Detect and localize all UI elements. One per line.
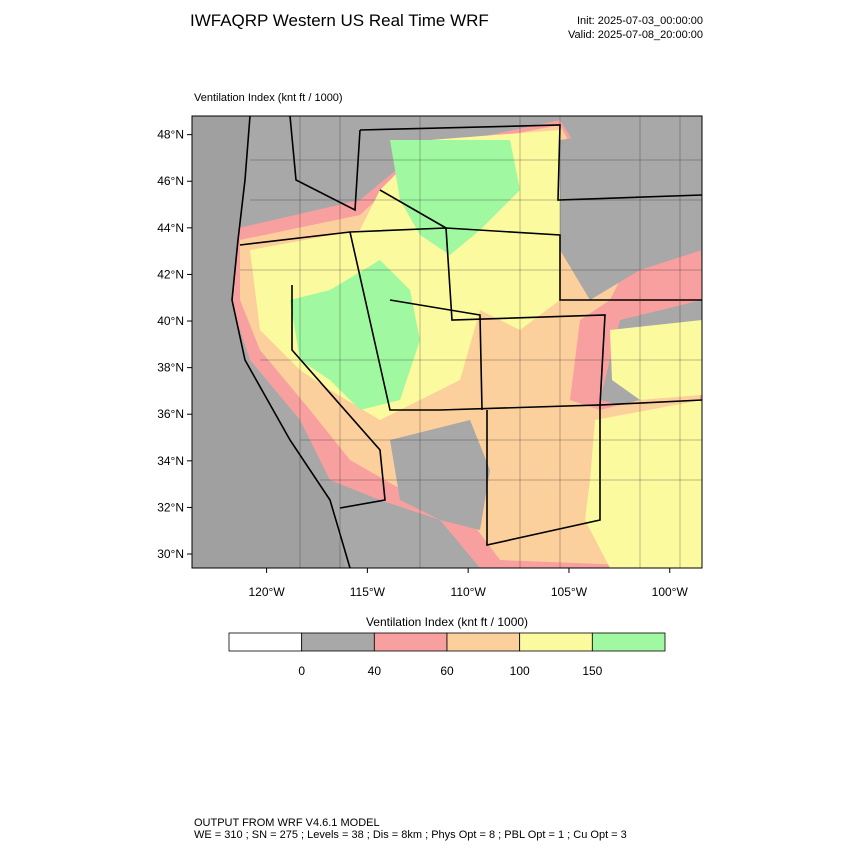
- state-border: [359, 124, 702, 201]
- lat-tick-label: 44°N: [157, 221, 184, 235]
- lon-tick-label: 100°W: [652, 585, 689, 599]
- lat-tick-label: 46°N: [157, 174, 184, 188]
- init-time: Init: 2025-07-03_00:00:00: [577, 15, 703, 27]
- state-border: [445, 227, 702, 406]
- state-border: [291, 285, 386, 509]
- map-label: Ventilation Index (knt ft / 1000): [194, 92, 343, 104]
- colorbar-tick-label: 60: [440, 664, 454, 678]
- lon-tick-label: 110°W: [451, 585, 487, 599]
- colorbar-box: [301, 632, 375, 652]
- colorbar-box: [446, 632, 521, 652]
- field-area: [585, 400, 702, 568]
- state-border: [379, 189, 447, 229]
- ocean: [192, 116, 345, 568]
- colorbar-box: [591, 632, 666, 652]
- axis-ticks: 48°N 46°N 44°N 42°N 40°N 38°N 36°N 34°N 32°N 30°N…: [157, 128, 688, 599]
- map: [192, 116, 702, 568]
- lat-tick-label: 38°N: [157, 361, 184, 375]
- lon-tick-label: 115°W: [350, 585, 386, 599]
- coastline: [231, 116, 351, 568]
- lon-tick-label: 120°W: [249, 585, 286, 599]
- footer-line: WE = 310 ; SN = 275 ; Levels = 38 ; Dis …: [194, 829, 627, 841]
- colorbar-tick-label: 0: [298, 664, 305, 678]
- colorbar: 0 40 60 100 150: [228, 632, 666, 678]
- colorbar-box: [519, 632, 593, 652]
- lat-tick-label: 34°N: [157, 454, 184, 468]
- state-border: [239, 227, 702, 301]
- field-area: [390, 420, 490, 530]
- colorbar-box: [228, 632, 303, 652]
- colorbar-tick-label: 40: [368, 664, 382, 678]
- lat-tick-label: 40°N: [157, 314, 184, 328]
- lon-tick-label: 105°W: [551, 585, 588, 599]
- valid-time: Valid: 2025-07-08_20:00:00: [568, 29, 703, 41]
- lat-tick-label: 42°N: [157, 267, 184, 281]
- map-frame: [191, 115, 703, 569]
- field-area: [290, 260, 420, 410]
- county-grid: [240, 116, 702, 568]
- colorbar-tick-label: 100: [510, 664, 530, 678]
- colorbar-tick-label: 150: [582, 664, 602, 678]
- lat-tick-label: 30°N: [157, 547, 184, 561]
- footer-line: OUTPUT FROM WRF V4.6.1 MODEL: [194, 817, 380, 829]
- lat-tick-label: 36°N: [157, 407, 184, 421]
- lat-tick-label: 48°N: [157, 128, 184, 142]
- field-area: [560, 120, 702, 300]
- colorbar-box: [373, 632, 448, 652]
- field-area: [390, 140, 520, 255]
- title: IWFAQRP Western US Real Time WRF: [190, 11, 489, 30]
- colorbar-title: Ventilation Index (knt ft / 1000): [366, 615, 528, 629]
- state-border: [289, 116, 361, 212]
- lat-tick-label: 32°N: [157, 500, 184, 514]
